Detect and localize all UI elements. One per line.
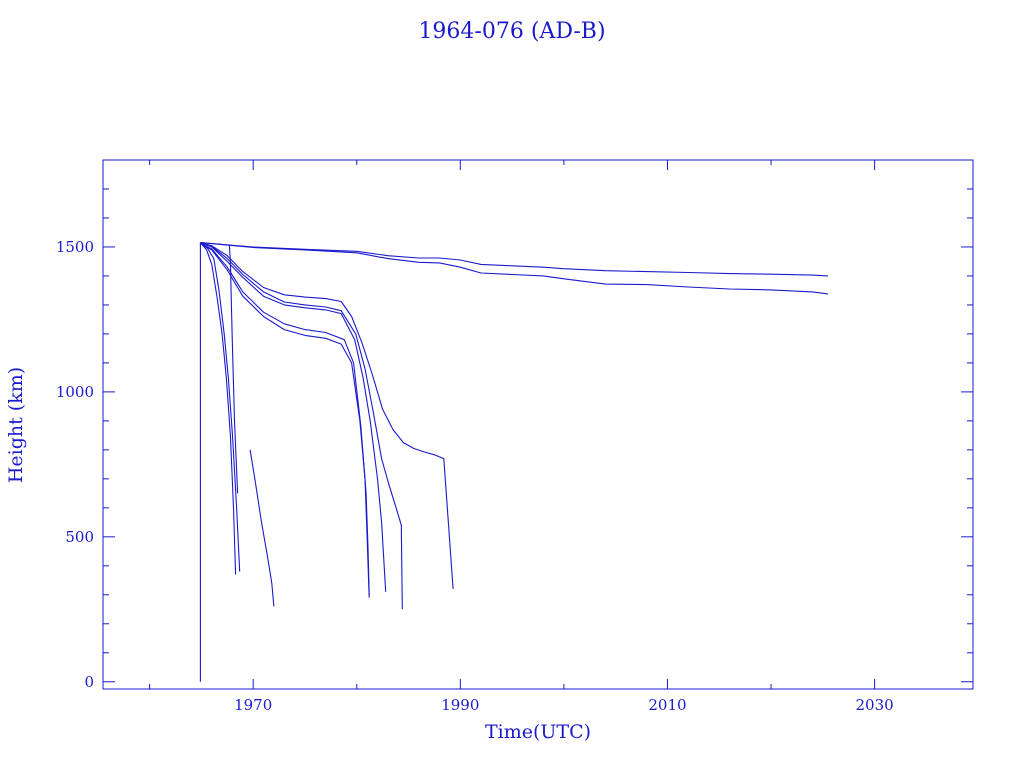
series-line-11 xyxy=(200,242,829,277)
series-line-8 xyxy=(200,242,387,592)
series-line-12 xyxy=(200,242,829,295)
series-line-3 xyxy=(200,242,241,572)
series-line-6 xyxy=(200,243,370,598)
y-tick-label: 500 xyxy=(65,528,94,546)
series-line-5 xyxy=(249,449,275,607)
plot-frame xyxy=(102,159,974,690)
y-tick-label: 1000 xyxy=(56,383,94,401)
chart-title: 1964-076 (AD-B) xyxy=(418,19,605,44)
series-line-2 xyxy=(199,242,237,575)
x-tick-label: 2010 xyxy=(648,696,686,714)
series-line-10 xyxy=(200,242,454,590)
y-tick-label: 0 xyxy=(84,673,94,691)
data-series xyxy=(199,242,829,682)
axis-ticks: 1970 1990 2010 2030 0 500 1000 1500 xyxy=(56,160,973,714)
y-tick-label: 1500 xyxy=(56,238,94,256)
series-line-9 xyxy=(200,242,403,610)
x-tick-label: 1990 xyxy=(441,696,479,714)
x-axis-label: Time(UTC) xyxy=(485,721,591,743)
x-tick-label: 1970 xyxy=(234,696,272,714)
y-axis-label: Height (km) xyxy=(5,367,27,483)
series-line-7 xyxy=(200,243,370,595)
x-tick-label: 2030 xyxy=(856,696,894,714)
